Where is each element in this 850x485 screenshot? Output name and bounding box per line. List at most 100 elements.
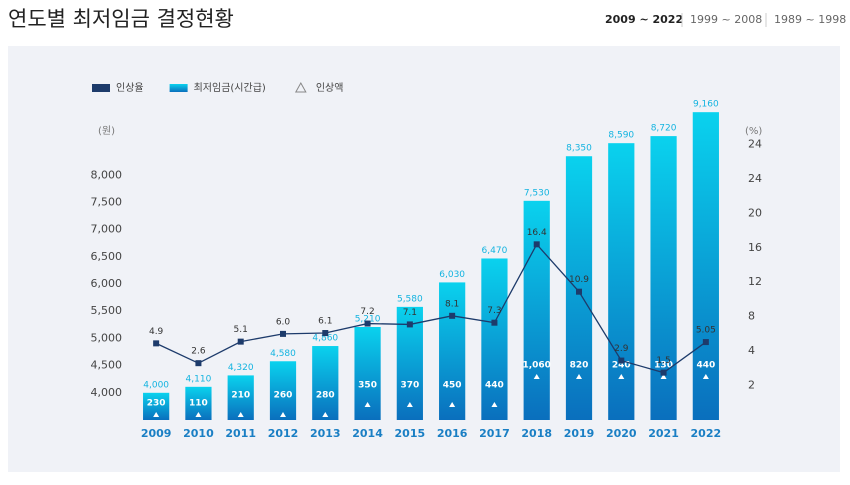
x-tick-label: 2019 bbox=[564, 427, 595, 440]
increase-icon bbox=[702, 374, 709, 379]
rate-point bbox=[364, 320, 371, 327]
legend-label: 인상율 bbox=[116, 82, 144, 94]
x-tick-label: 2011 bbox=[225, 427, 256, 440]
increase-icon bbox=[491, 402, 498, 407]
increase-icon bbox=[364, 402, 371, 407]
legend-swatch bbox=[169, 84, 188, 92]
rate-label: 6.0 bbox=[276, 317, 291, 327]
y-tick-label: 6,000 bbox=[91, 277, 123, 290]
x-tick-label: 2022 bbox=[691, 427, 722, 440]
rate-point bbox=[153, 340, 160, 347]
rate-point bbox=[406, 321, 413, 328]
bar-label: 4,860 bbox=[312, 334, 338, 344]
rate-point bbox=[660, 369, 667, 376]
rate-label: 7.1 bbox=[403, 308, 417, 318]
increase-icon bbox=[449, 402, 456, 407]
bar bbox=[565, 156, 593, 420]
y-tick-label: 5,000 bbox=[91, 331, 123, 344]
increase-icon bbox=[618, 374, 625, 379]
increase-icon bbox=[406, 402, 413, 407]
y-unit: (원) bbox=[98, 125, 115, 137]
increase-icon bbox=[576, 374, 582, 379]
y-tick-label: 6,500 bbox=[91, 250, 123, 263]
bar-label: 6,030 bbox=[439, 270, 465, 280]
y-tick-label: 4,000 bbox=[91, 386, 123, 399]
y2-tick-label: 2 bbox=[748, 379, 755, 392]
rate-label: 5.1 bbox=[234, 325, 248, 335]
bar-label: 9,160 bbox=[693, 100, 719, 110]
y2-tick-label: 4 bbox=[748, 344, 755, 357]
rate-point bbox=[491, 319, 498, 326]
bar-label: 8,720 bbox=[651, 124, 677, 134]
y-tick-label: 5,500 bbox=[91, 304, 123, 317]
x-tick-label: 2021 bbox=[648, 427, 679, 440]
increase-label: 1,060 bbox=[522, 361, 550, 371]
increase-icon bbox=[280, 412, 286, 417]
bar-label: 4,580 bbox=[270, 349, 296, 359]
rate-point bbox=[618, 357, 625, 364]
bar bbox=[692, 112, 719, 420]
rate-label: 1.5 bbox=[656, 356, 670, 366]
bar bbox=[269, 361, 297, 420]
increase-icon bbox=[533, 374, 540, 379]
y2-tick-label: 20 bbox=[748, 206, 762, 219]
tab[interactable]: 1989 ~ 1998 bbox=[774, 13, 846, 26]
legend-swatch bbox=[92, 84, 110, 92]
rate-point bbox=[576, 288, 582, 295]
bar-label: 4,000 bbox=[143, 380, 169, 390]
rate-label: 6.1 bbox=[318, 317, 332, 327]
increase-label: 260 bbox=[274, 391, 293, 401]
increase-label: 210 bbox=[231, 391, 250, 401]
rate-point bbox=[322, 330, 329, 337]
rate-label: 2.9 bbox=[614, 344, 629, 354]
bar bbox=[608, 143, 635, 420]
legend: 인상율 최저임금(시간급) 인상액 bbox=[92, 81, 343, 94]
y-tick-label: 8,000 bbox=[91, 168, 123, 181]
increase-label: 130 bbox=[654, 361, 673, 371]
y2-tick-label: 12 bbox=[748, 275, 762, 288]
bar bbox=[312, 346, 339, 420]
x-tick-label: 2010 bbox=[183, 427, 214, 440]
rate-point bbox=[195, 360, 202, 367]
x-tick-label: 2020 bbox=[606, 427, 637, 440]
x-tick-label: 2009 bbox=[141, 427, 172, 440]
bar-label: 7,530 bbox=[524, 188, 550, 198]
increase-icon bbox=[195, 412, 202, 417]
rate-point bbox=[533, 241, 540, 248]
rate-label: 2.6 bbox=[191, 347, 206, 357]
increase-icon bbox=[322, 412, 329, 417]
tab[interactable]: 2009 ~ 2022 bbox=[605, 13, 683, 26]
y2-unit: (%) bbox=[745, 126, 762, 137]
bar-label: 5,580 bbox=[397, 294, 423, 304]
y-tick-label: 7,000 bbox=[91, 223, 123, 236]
y-tick-label: 7,500 bbox=[91, 195, 123, 208]
x-tick-label: 2013 bbox=[310, 427, 341, 440]
legend-label: 최저임금(시간급) bbox=[194, 81, 266, 94]
x-tick-label: 2017 bbox=[479, 427, 510, 440]
rate-label: 16.4 bbox=[527, 228, 547, 238]
x-tick-label: 2016 bbox=[437, 427, 468, 440]
rate-label: 5.05 bbox=[696, 326, 716, 336]
y-tick-label: 4,500 bbox=[91, 359, 123, 372]
bar-label: 6,470 bbox=[482, 246, 508, 256]
increase-label: 230 bbox=[147, 399, 166, 409]
tab[interactable]: 1999 ~ 2008 bbox=[690, 13, 762, 26]
increase-label: 240 bbox=[612, 361, 631, 371]
rate-point bbox=[237, 338, 244, 345]
rate-label: 10.9 bbox=[569, 275, 589, 285]
bar bbox=[481, 258, 508, 420]
increase-label: 440 bbox=[696, 361, 715, 371]
y2-tick-label: 8 bbox=[748, 310, 755, 323]
increase-label: 820 bbox=[570, 361, 589, 371]
bar bbox=[523, 200, 550, 420]
x-tick-label: 2012 bbox=[268, 427, 299, 440]
y2-tick-label: 24 bbox=[748, 137, 762, 150]
increase-label: 110 bbox=[189, 399, 208, 409]
bar bbox=[439, 282, 466, 420]
rate-label: 8.1 bbox=[445, 299, 459, 309]
bar-label: 8,590 bbox=[608, 131, 634, 141]
x-tick-label: 2014 bbox=[352, 427, 383, 440]
y2-tick-label: 16 bbox=[748, 241, 762, 254]
